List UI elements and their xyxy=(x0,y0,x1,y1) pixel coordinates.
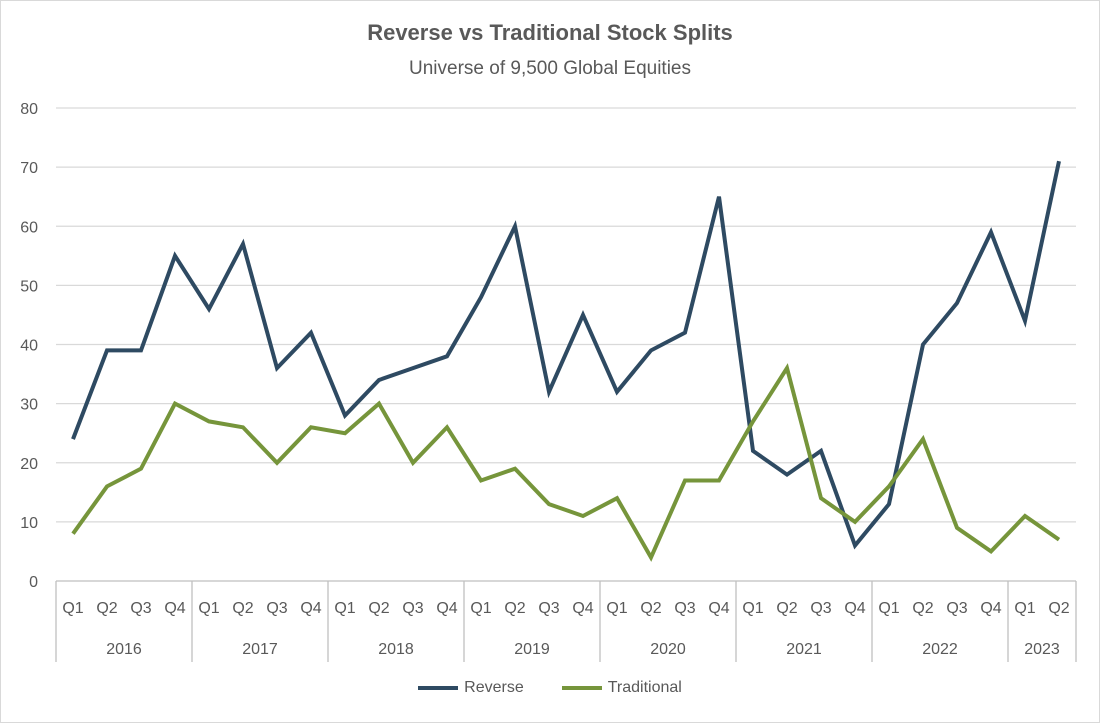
legend-item-traditional[interactable]: Traditional xyxy=(561,679,682,697)
y-tick-label-70: 70 xyxy=(20,160,38,177)
legend-item-reverse[interactable]: Reverse xyxy=(418,679,524,697)
x-tick-label-26: Q3 xyxy=(946,600,967,617)
y-tick-label-30: 30 xyxy=(20,397,38,414)
x-tick-label-25: Q2 xyxy=(912,600,933,617)
year-label-2023: 2023 xyxy=(1024,641,1060,658)
x-tick-label-14: Q3 xyxy=(538,600,559,617)
x-tick-label-10: Q3 xyxy=(402,600,423,617)
gridlines xyxy=(56,107,1076,582)
legend-swatch-traditional xyxy=(561,686,602,690)
x-tick-label-15: Q4 xyxy=(572,600,593,617)
x-tick-label-9: Q2 xyxy=(368,600,389,617)
year-label-2021: 2021 xyxy=(786,641,822,658)
series-lines xyxy=(71,160,1061,562)
year-label-2019: 2019 xyxy=(514,641,550,658)
y-tick-label-0: 0 xyxy=(29,574,38,591)
x-tick-label-27: Q4 xyxy=(980,600,1001,617)
y-tick-label-80: 80 xyxy=(20,101,38,118)
y-tick-label-10: 10 xyxy=(20,515,38,532)
x-tick-label-17: Q2 xyxy=(640,600,661,617)
x-tick-label-21: Q2 xyxy=(776,600,797,617)
x-tick-label-12: Q1 xyxy=(470,600,491,617)
series-line-reverse xyxy=(71,160,1061,550)
x-axis: Q1 Q2 Q3 Q4 Q1 Q2 Q3 Q4 Q1 Q2 Q3 Q4 Q1 Q2 Q3 Q4 Q1 Q2 Q3 Q4… xyxy=(55,581,1077,662)
y-tick-label-50: 50 xyxy=(20,278,38,295)
x-tick-label-19: Q4 xyxy=(708,600,729,617)
y-tick-label-60: 60 xyxy=(20,219,38,236)
legend-swatch-reverse xyxy=(418,686,459,690)
x-tick-label-4: Q1 xyxy=(198,600,219,617)
x-tick-label-8: Q1 xyxy=(334,600,355,617)
y-tick-label-20: 20 xyxy=(20,456,38,473)
x-tick-label-29: Q2 xyxy=(1048,600,1069,617)
x-tick-label-22: Q3 xyxy=(810,600,831,617)
year-label-2022: 2022 xyxy=(922,641,958,658)
x-tick-label-13: Q2 xyxy=(504,600,525,617)
chart-subtitle: Universe of 9,500 Global Equities xyxy=(409,58,691,79)
x-tick-label-24: Q1 xyxy=(878,600,899,617)
legend: Reverse Traditional xyxy=(0,679,1100,697)
x-tick-label-0: Q1 xyxy=(62,600,83,617)
x-tick-label-18: Q3 xyxy=(674,600,695,617)
x-tick-label-23: Q4 xyxy=(844,600,865,617)
x-tick-label-11: Q4 xyxy=(436,600,457,617)
x-tick-label-5: Q2 xyxy=(232,600,253,617)
x-tick-label-1: Q2 xyxy=(96,600,117,617)
legend-label-traditional: Traditional xyxy=(607,679,682,696)
series-line-traditional xyxy=(71,363,1061,562)
x-tick-label-28: Q1 xyxy=(1014,600,1035,617)
y-axis-labels: 0 10 20 30 40 50 60 70 80 xyxy=(20,101,38,591)
x-tick-label-3: Q4 xyxy=(164,600,185,617)
x-tick-label-16: Q1 xyxy=(606,600,627,617)
x-tick-label-2: Q3 xyxy=(130,600,151,617)
x-tick-label-6: Q3 xyxy=(266,600,287,617)
year-label-2017: 2017 xyxy=(242,641,278,658)
x-tick-label-7: Q4 xyxy=(300,600,321,617)
year-label-2018: 2018 xyxy=(378,641,414,658)
y-tick-label-40: 40 xyxy=(20,338,38,355)
year-label-2020: 2020 xyxy=(650,641,686,658)
chart-title: Reverse vs Traditional Stock Splits xyxy=(367,20,733,45)
year-label-2016: 2016 xyxy=(106,641,142,658)
legend-label-reverse: Reverse xyxy=(464,679,524,696)
x-tick-label-20: Q1 xyxy=(742,600,763,617)
